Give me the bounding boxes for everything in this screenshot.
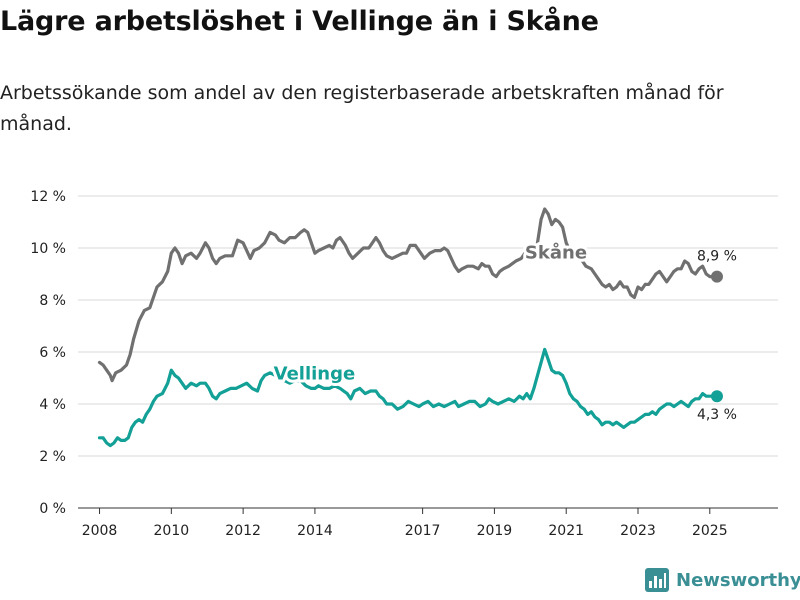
y-tick-label: 6 % — [39, 345, 66, 361]
chart-title: Lägre arbetslöshet i Vellinge än i Skåne — [0, 6, 599, 37]
x-tick-label: 2008 — [82, 523, 118, 539]
series-line-vellinge — [97, 347, 719, 448]
x-tick-label: 2017 — [405, 523, 441, 539]
series-label-halo: Vellinge — [274, 363, 356, 384]
series-label: Skåne — [525, 241, 587, 263]
y-tick-label: 10 % — [30, 241, 66, 257]
brand-name: Newsworthy — [676, 569, 800, 591]
chart-subtitle: Arbetssökande som andel av den registerb… — [0, 82, 724, 135]
newsworthy-logo-icon — [645, 568, 669, 592]
brand-logo: Newsworthy — [645, 568, 800, 592]
end-value-label: 4,3 % — [697, 407, 737, 423]
x-tick-label: 2021 — [548, 523, 584, 539]
end-value-label: 8,9 % — [697, 249, 737, 265]
x-tick-label: 2019 — [477, 523, 513, 539]
series-label: Vellinge — [274, 363, 356, 384]
x-tick-label: 2012 — [225, 523, 261, 539]
series-end-point — [710, 270, 723, 283]
x-tick-label: 2025 — [692, 523, 728, 539]
y-tick-label: 0 % — [39, 501, 66, 517]
y-tick-label: 2 % — [39, 449, 66, 465]
series-label-halo: Skåne — [525, 241, 587, 263]
series-line-skane — [97, 207, 719, 383]
series-layer — [97, 207, 723, 448]
x-tick-label: 2023 — [620, 523, 656, 539]
y-tick-label: 4 % — [39, 397, 66, 413]
axis-layer: 0 % 2 % 4 % 6 % 8 % 10 % 12 % 2008 2010 2012 2014 2… — [30, 189, 778, 539]
y-tick-label: 8 % — [39, 293, 66, 309]
x-tick-label: 2010 — [154, 523, 190, 539]
series-end-point — [710, 390, 723, 403]
grid-layer — [78, 195, 778, 457]
y-tick-label: 12 % — [30, 189, 66, 205]
x-tick-label: 2014 — [297, 523, 333, 539]
